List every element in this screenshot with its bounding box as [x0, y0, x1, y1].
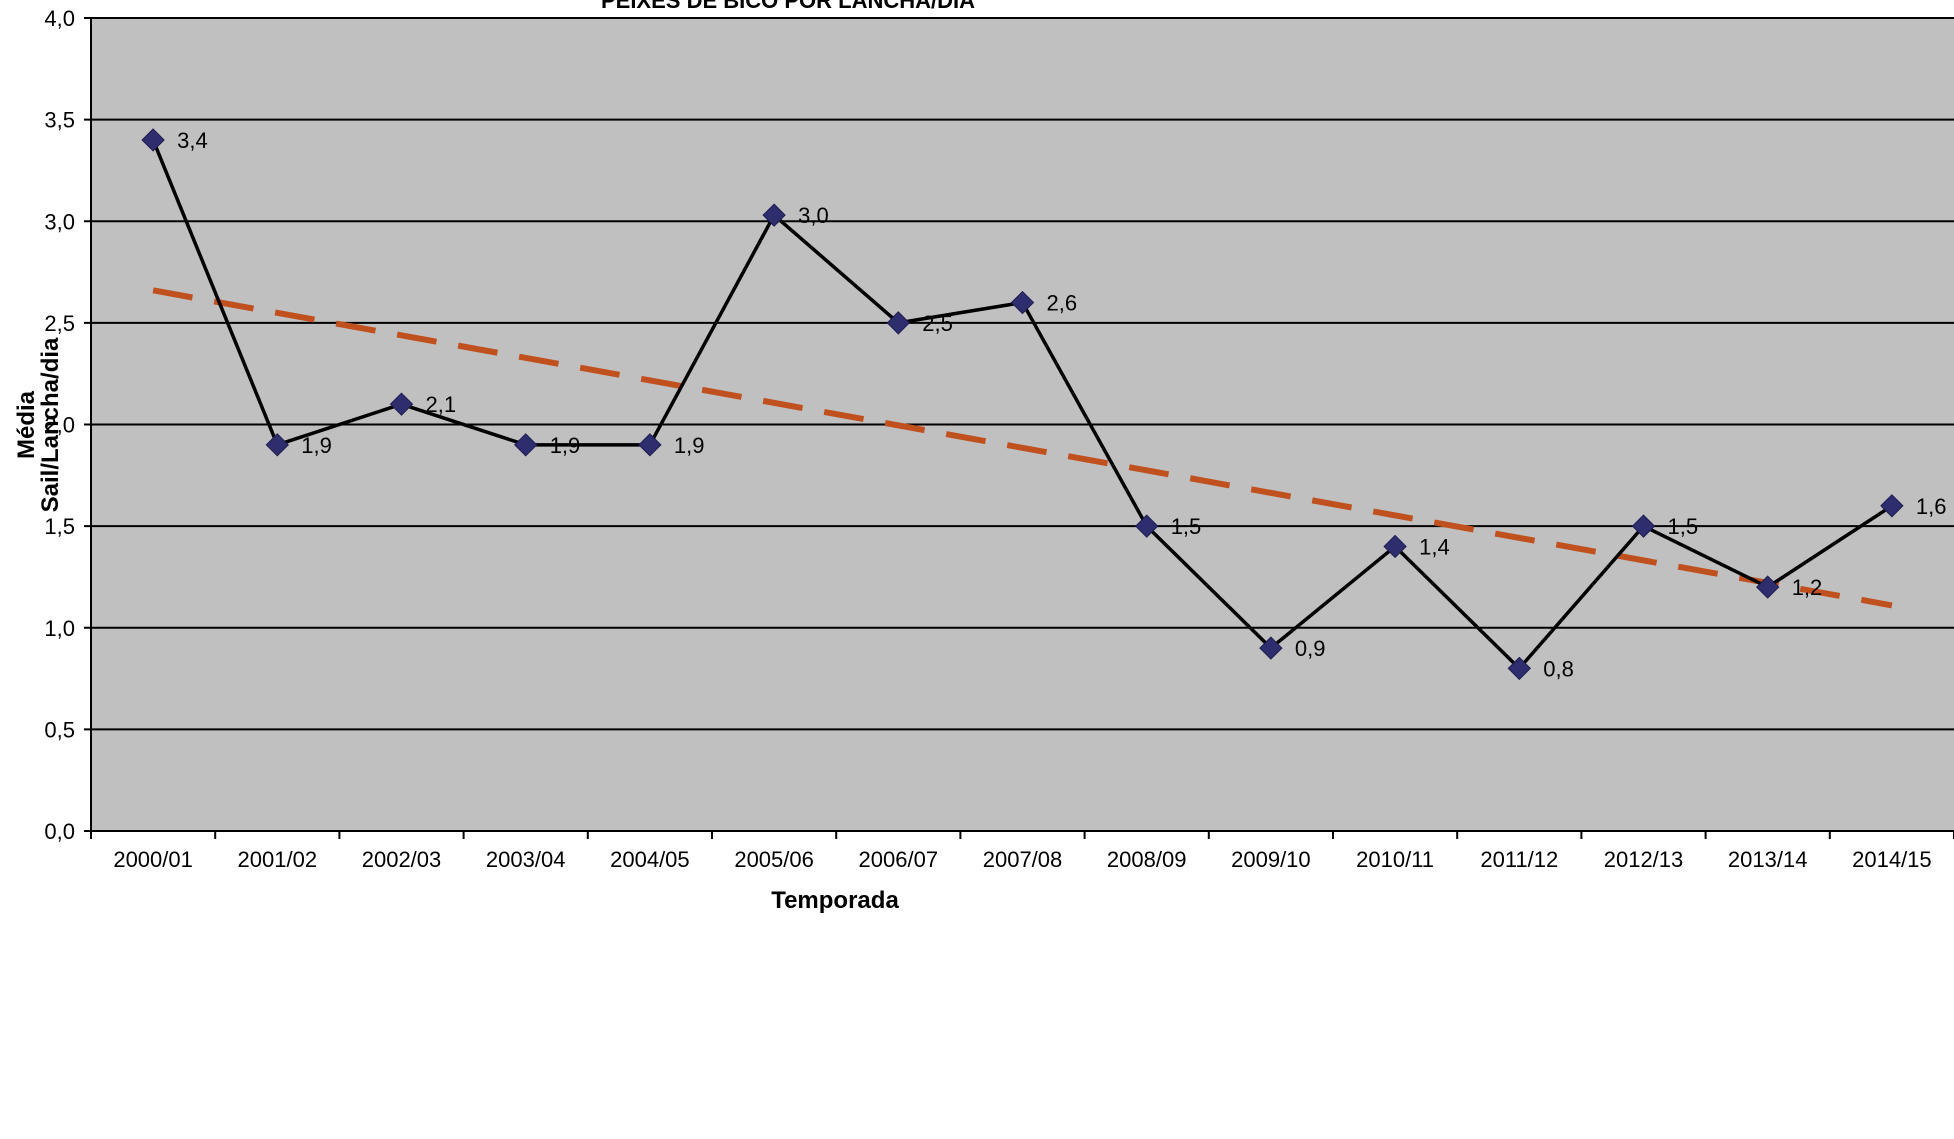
data-label: 1,2: [1792, 575, 1823, 600]
trendline: [152, 287, 1893, 609]
x-tick-label: 2009/10: [1231, 847, 1311, 872]
data-point-marker: [1134, 514, 1159, 538]
x-tick-label: 2013/14: [1728, 847, 1808, 872]
data-point-marker: [1631, 514, 1656, 538]
data-point-marker: [513, 433, 538, 457]
data-label: 0,9: [1295, 636, 1326, 661]
y-tick-labels: 0,0 0,5 1,0 1,5 2,0 2,5 3,0 3,5 4,0: [44, 6, 75, 844]
data-point-marker: [1010, 290, 1035, 315]
y-tick-label: 3,0: [44, 209, 75, 234]
data-point-marker: [1383, 534, 1407, 559]
data-label: 2,1: [426, 392, 457, 417]
data-label: 1,9: [550, 433, 581, 458]
data-point-marker: [886, 311, 911, 335]
x-axis-title: Temporada: [771, 887, 899, 914]
data-label: 1,9: [674, 433, 705, 458]
y-tick-label: 1,5: [44, 514, 75, 539]
x-tick-label: 2000/01: [113, 847, 193, 872]
y-axis-title-line1: Média: [13, 390, 40, 459]
data-label: 1,5: [1668, 514, 1699, 539]
data-point-marker: [265, 433, 290, 457]
trendline-path: [152, 287, 1893, 609]
x-tick-label: 2011/12: [1480, 847, 1558, 872]
series-markers: [141, 128, 1904, 681]
data-labels: 3,4 1,9 2,1 1,9 1,9 3,0 2,5 2,6 1,5 0,9 1,4 0,8 1,5 1…: [177, 128, 1946, 681]
y-tick-label: 1,0: [44, 616, 75, 641]
x-tick-labels: 2000/01 2001/02 2002/03 2003/04 2004/05 2005/…: [113, 847, 1931, 872]
axes: [90, 18, 1954, 839]
y-tick-label: 2,5: [44, 311, 75, 336]
y-axis-title-line2: Sail/Lancha/dia: [37, 337, 64, 512]
x-tick-label: 2008/09: [1107, 847, 1187, 872]
grid-lines: [84, 17, 1954, 832]
data-label: 1,5: [1171, 514, 1202, 539]
x-tick-label: 2010/11: [1356, 847, 1434, 872]
x-tick-label: 2012/13: [1604, 847, 1684, 872]
data-point-marker: [1880, 494, 1904, 518]
data-label: 3,0: [798, 203, 829, 228]
x-tick-label: 2004/05: [610, 847, 690, 872]
data-label: 0,8: [1543, 656, 1574, 681]
data-point-marker: [1755, 575, 1780, 599]
x-tick-label: 2003/04: [486, 847, 566, 872]
data-label: 2,5: [922, 311, 953, 336]
x-tick-label: 2005/06: [734, 847, 814, 872]
x-tick-label: 2006/07: [859, 847, 939, 872]
chart-title: PEIXES DE BICO POR LANCHA/DIA: [601, 0, 975, 13]
x-tick-label: 2002/03: [362, 847, 442, 872]
data-label: 3,4: [177, 128, 208, 153]
data-label: 1,4: [1419, 534, 1450, 559]
data-point-marker: [1259, 636, 1283, 660]
data-label: 1,6: [1916, 494, 1947, 519]
x-tick-label: 2007/08: [983, 847, 1063, 872]
y-tick-label: 0,0: [44, 819, 75, 844]
data-point-marker: [638, 433, 662, 457]
data-label: 2,6: [1047, 291, 1078, 316]
x-tick-label: 2014/15: [1852, 847, 1932, 872]
data-point-marker: [141, 128, 165, 152]
x-tick-label: 2001/02: [238, 847, 318, 872]
data-point-marker: [389, 392, 414, 416]
data-point-marker: [1507, 656, 1532, 681]
data-point-marker: [762, 203, 786, 227]
y-tick-label: 2,0: [44, 413, 75, 438]
data-label: 1,9: [301, 433, 332, 458]
y-tick-label: 3,5: [44, 108, 75, 133]
y-tick-label: 4,0: [44, 6, 75, 31]
y-tick-label: 0,5: [44, 717, 75, 742]
